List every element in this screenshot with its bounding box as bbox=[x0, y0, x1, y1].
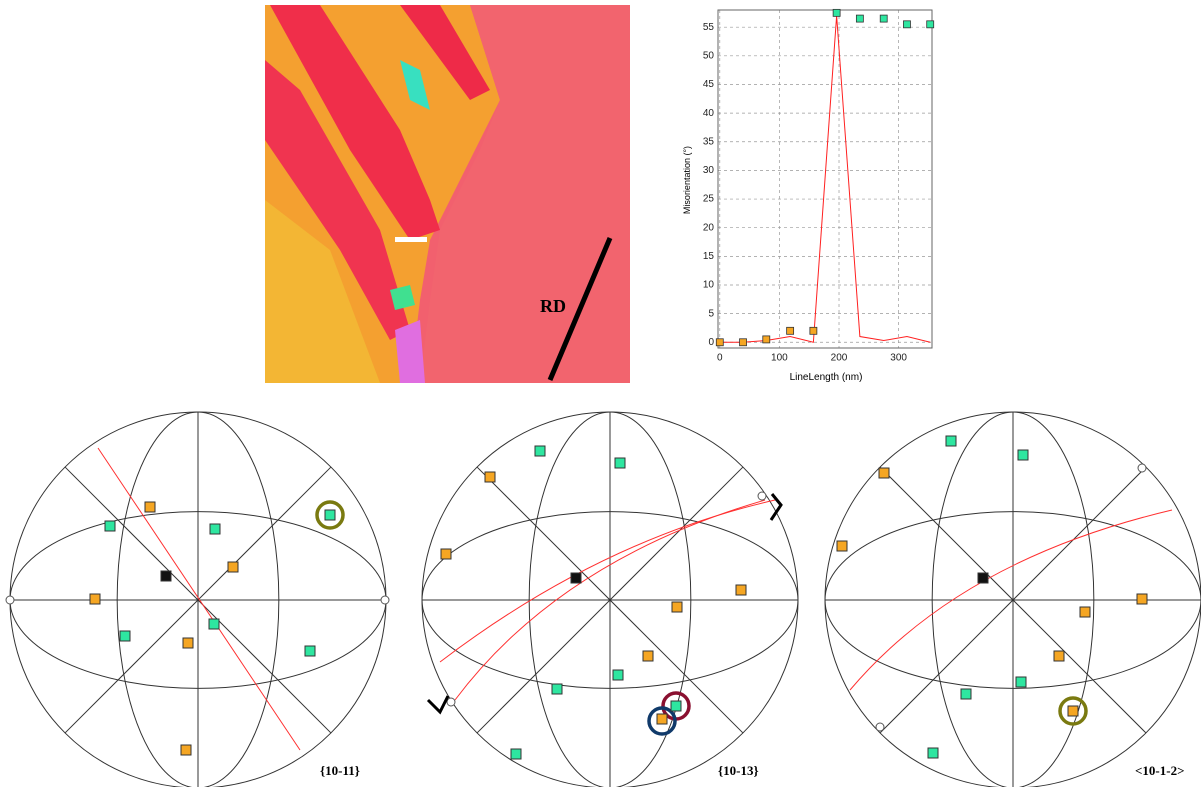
marker bbox=[903, 20, 911, 29]
plot-frame bbox=[717, 9, 933, 349]
marker bbox=[809, 326, 818, 335]
y-axis-label: Misorientation (°) bbox=[682, 146, 692, 214]
marker bbox=[832, 8, 841, 17]
highlight-ring bbox=[315, 500, 345, 530]
pole bbox=[945, 435, 957, 447]
x-tick-label: 200 bbox=[831, 353, 848, 364]
y-tick-label: 35 bbox=[703, 136, 715, 147]
y-tick-label: 55 bbox=[703, 22, 715, 33]
pole bbox=[642, 650, 654, 662]
pf-arc bbox=[421, 511, 799, 689]
highlight-ring bbox=[647, 706, 677, 736]
line bbox=[719, 15, 931, 343]
axis-dot bbox=[446, 697, 456, 707]
y-tick-label: 30 bbox=[703, 165, 715, 176]
pf-line bbox=[476, 466, 744, 734]
pole bbox=[836, 540, 848, 552]
pole bbox=[227, 561, 239, 573]
pole bbox=[440, 548, 452, 560]
axis-dot bbox=[875, 722, 885, 732]
pole bbox=[1017, 449, 1029, 461]
marker bbox=[855, 14, 864, 23]
pole bbox=[1067, 705, 1079, 717]
axis-dot bbox=[757, 491, 767, 501]
pole bbox=[927, 747, 939, 759]
pole bbox=[160, 570, 172, 582]
marker bbox=[739, 338, 747, 347]
misorientation-chart: Misorientation (°) LineLength (nm) 0 5 10 1… bbox=[682, 8, 935, 383]
x-tick-label: 300 bbox=[890, 353, 907, 364]
shear-arrow bbox=[769, 493, 783, 521]
y-tick-label: 40 bbox=[703, 108, 715, 119]
pole bbox=[1079, 606, 1091, 618]
pole bbox=[304, 645, 316, 657]
pole bbox=[1015, 676, 1027, 688]
y-tick-label: 50 bbox=[703, 50, 715, 61]
pole bbox=[1053, 650, 1065, 662]
pole bbox=[671, 601, 683, 613]
pf-line bbox=[879, 466, 1147, 734]
trace bbox=[454, 499, 766, 701]
y-tick-label: 45 bbox=[703, 79, 715, 90]
trace bbox=[97, 447, 301, 751]
shear-arrow bbox=[426, 695, 450, 715]
pole bbox=[670, 700, 682, 712]
y-tick-label: 15 bbox=[703, 251, 715, 262]
pf-line bbox=[64, 466, 332, 734]
ebsd-map: RD bbox=[265, 5, 630, 383]
pf-arc bbox=[116, 411, 280, 787]
y-tick-label: 10 bbox=[703, 280, 715, 291]
pole bbox=[977, 572, 989, 584]
pole bbox=[119, 630, 131, 642]
pole bbox=[144, 501, 156, 513]
map-label: RD bbox=[540, 296, 566, 316]
x-tick-label: 0 bbox=[717, 353, 723, 364]
pole-figures: {10-11} {10-13} <10-1-2> bbox=[5, 411, 1201, 787]
axis-dot bbox=[1137, 463, 1147, 473]
pole bbox=[510, 748, 522, 760]
pf-arc bbox=[824, 511, 1201, 689]
pole bbox=[104, 520, 116, 532]
pole bbox=[209, 523, 221, 535]
x-tick-label: 100 bbox=[771, 353, 788, 364]
pole bbox=[878, 467, 890, 479]
pole bbox=[656, 713, 668, 725]
x-axis-label: LineLength (nm) bbox=[790, 372, 863, 383]
y-tick-label: 0 bbox=[708, 337, 714, 348]
pole-figure-label: {10-11} bbox=[320, 763, 360, 778]
pole bbox=[735, 584, 747, 596]
y-tick-label: 5 bbox=[708, 308, 714, 319]
pf-arc bbox=[528, 411, 692, 787]
pole bbox=[208, 618, 220, 630]
pole bbox=[180, 744, 192, 756]
marker bbox=[926, 20, 935, 29]
y-tick-label: 20 bbox=[703, 222, 715, 233]
pole bbox=[89, 593, 101, 605]
marker bbox=[715, 338, 724, 347]
axis-dot bbox=[5, 595, 15, 605]
pf-arc bbox=[931, 411, 1095, 787]
pole bbox=[551, 683, 563, 695]
pole bbox=[614, 457, 626, 469]
marker bbox=[786, 326, 795, 335]
pole bbox=[1136, 593, 1148, 605]
pole bbox=[484, 471, 496, 483]
trace bbox=[439, 499, 776, 663]
pole-figure-label: {10-13} bbox=[718, 763, 759, 778]
y-tick-label: 25 bbox=[703, 194, 715, 205]
marker bbox=[762, 335, 771, 344]
highlight-ring bbox=[1058, 696, 1088, 726]
pole-figure-label: <10-1-2> bbox=[1135, 763, 1184, 778]
marker bbox=[879, 14, 888, 23]
pole bbox=[324, 509, 336, 521]
pole bbox=[570, 572, 582, 584]
axis-dot bbox=[380, 595, 390, 605]
pole bbox=[612, 669, 624, 681]
pole bbox=[182, 637, 194, 649]
pole bbox=[534, 445, 546, 457]
pole bbox=[960, 688, 972, 700]
